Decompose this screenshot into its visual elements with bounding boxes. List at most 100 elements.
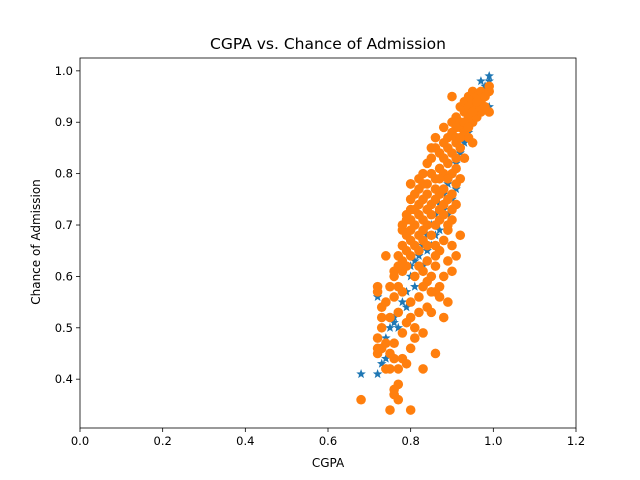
data-point-star — [476, 76, 486, 86]
data-point-star — [376, 358, 387, 368]
data-point-circle — [410, 204, 420, 215]
data-point-circle — [447, 240, 457, 251]
x-tick-label: 0.6 — [319, 434, 337, 448]
data-point-star — [397, 297, 408, 307]
data-point-circle — [393, 307, 404, 318]
data-point-star — [381, 333, 391, 343]
data-point-circle — [455, 230, 466, 241]
data-point-star — [410, 255, 420, 266]
data-point-circle — [434, 173, 445, 184]
data-point-circle — [397, 328, 408, 338]
y-tick-label: 0.8 — [55, 167, 73, 181]
data-point-circle — [385, 312, 395, 323]
data-point-circle — [443, 225, 453, 235]
data-point-circle — [422, 189, 433, 199]
data-point-circle — [447, 189, 457, 199]
data-point-circle — [405, 405, 416, 415]
data-point-circle — [447, 91, 457, 102]
data-point-circle — [405, 297, 416, 307]
data-point-circle — [430, 184, 441, 194]
data-point-circle — [414, 307, 424, 318]
data-point-circle — [467, 107, 478, 117]
data-point-circle — [438, 312, 449, 323]
data-point-circle — [422, 158, 433, 169]
data-point-star — [484, 76, 494, 86]
data-point-circle — [459, 153, 470, 164]
data-point-circle — [385, 281, 395, 292]
data-point-circle — [405, 179, 416, 189]
data-point-circle — [438, 153, 449, 164]
data-point-circle — [434, 281, 445, 292]
data-point-circle — [385, 348, 395, 359]
data-point-circle — [410, 333, 420, 343]
x-tick-label: 1.0 — [484, 434, 502, 448]
data-point-circle — [438, 184, 449, 194]
data-point-circle — [410, 322, 420, 333]
data-point-circle — [447, 215, 457, 225]
axis-ticks-layer: 0.0 0.2 0.4 0.6 0.8 1.0 1.2 0.4 0.5 0.6 0.7 0.8 0.9 1… — [55, 64, 585, 448]
y-tick-label: 0.9 — [55, 115, 73, 129]
data-point-circle — [422, 220, 433, 230]
data-point-circle — [426, 209, 437, 220]
data-point-circle — [480, 102, 490, 112]
data-point-circle — [405, 343, 416, 354]
y-tick-label: 0.5 — [55, 321, 73, 335]
series-circle-markers — [356, 81, 495, 415]
chart-title: CGPA vs. Chance of Admission — [210, 35, 446, 53]
data-point-circle — [397, 225, 408, 235]
data-point-circle — [372, 333, 383, 343]
data-point-circle — [414, 292, 424, 302]
data-point-circle — [381, 297, 391, 307]
x-tick-label: 0.4 — [236, 434, 254, 448]
data-point-circle — [430, 251, 441, 261]
data-point-circle — [455, 132, 466, 143]
x-tick-label: 0.2 — [154, 434, 172, 448]
data-point-circle — [434, 204, 445, 215]
data-point-circle — [393, 364, 404, 374]
data-point-circle — [426, 143, 437, 153]
data-point-circle — [447, 204, 457, 215]
data-point-circle — [472, 96, 482, 107]
data-point-circle — [422, 302, 433, 313]
data-point-circle — [372, 281, 383, 292]
data-point-circle — [426, 287, 437, 297]
data-point-circle — [467, 137, 478, 148]
data-point-circle — [438, 235, 449, 246]
data-point-circle — [397, 287, 408, 297]
data-point-star — [393, 322, 404, 332]
data-point-circle — [385, 364, 395, 374]
data-points-layer — [356, 70, 495, 415]
data-point-circle — [389, 292, 399, 302]
data-point-star — [484, 70, 494, 81]
data-point-circle — [426, 230, 437, 241]
data-point-circle — [438, 122, 449, 133]
data-point-circle — [451, 153, 461, 164]
data-point-circle — [451, 122, 461, 133]
data-point-circle — [381, 251, 391, 261]
data-point-star — [385, 322, 395, 332]
data-point-circle — [451, 179, 461, 189]
y-tick-label: 0.6 — [55, 269, 73, 283]
data-point-circle — [401, 209, 412, 220]
data-point-circle — [418, 179, 428, 189]
data-point-circle — [397, 353, 408, 364]
data-point-circle — [356, 394, 366, 405]
y-axis-label: Chance of Admission — [29, 179, 43, 305]
data-point-circle — [385, 405, 395, 415]
data-point-circle — [418, 328, 428, 338]
plot-area-frame — [79, 57, 577, 429]
data-point-circle — [418, 266, 428, 277]
data-point-circle — [422, 240, 433, 251]
data-point-circle — [463, 122, 474, 133]
x-tick-label: 0.8 — [402, 434, 420, 448]
data-point-circle — [434, 292, 445, 302]
data-point-circle — [430, 348, 441, 359]
data-point-star — [356, 369, 366, 379]
data-point-circle — [389, 384, 399, 395]
x-tick-label: 0.0 — [71, 434, 89, 448]
data-point-circle — [422, 256, 433, 266]
y-tick-label: 0.7 — [55, 218, 73, 232]
data-point-circle — [430, 261, 441, 271]
